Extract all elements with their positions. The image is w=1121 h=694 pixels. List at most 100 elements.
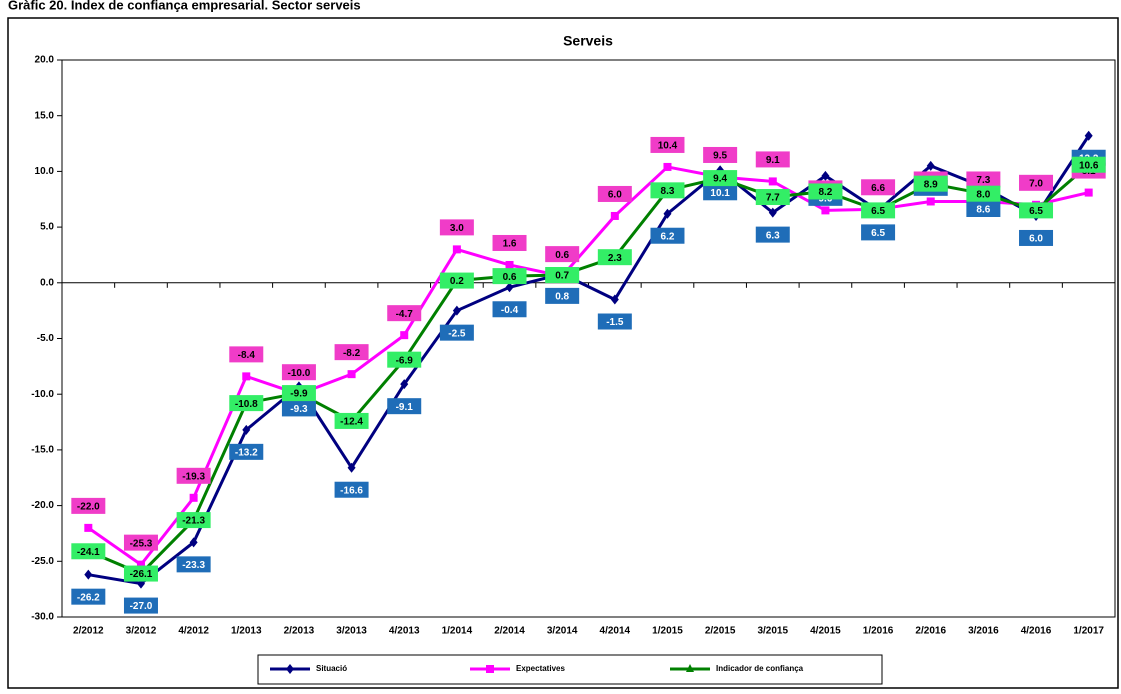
y-tick-label: -25.0 <box>31 556 54 567</box>
data-label: -9.1 <box>396 402 414 413</box>
point <box>242 372 251 381</box>
data-label: -19.3 <box>182 471 205 482</box>
data-label-box <box>176 512 211 529</box>
data-label-box <box>545 267 580 284</box>
data-label-box <box>755 226 790 243</box>
y-tick-label: 5.0 <box>40 222 54 233</box>
plot-area <box>61 59 1116 618</box>
x-tick-label: 1/2014 <box>442 626 473 637</box>
data-label: 6.0 <box>608 190 622 201</box>
data-label-box <box>439 219 474 236</box>
data-label: 10.1 <box>710 188 730 199</box>
data-label-box <box>1071 156 1106 173</box>
data-label: -25.3 <box>130 538 153 549</box>
data-label-box <box>492 301 527 318</box>
x-tick-label: 1/2016 <box>863 626 894 637</box>
data-label: 6.3 <box>766 230 780 241</box>
data-label: -22.0 <box>77 502 100 513</box>
x-tick-label: 2/2015 <box>705 626 736 637</box>
series-line <box>87 165 1090 567</box>
data-label: 8.2 <box>818 187 832 198</box>
data-label: -26.1 <box>130 569 153 580</box>
data-label-box <box>71 497 106 514</box>
data-label: 6.5 <box>1029 206 1043 217</box>
point <box>505 260 514 269</box>
data-label-box <box>966 185 1001 202</box>
point <box>452 245 461 254</box>
data-label: -13.2 <box>235 447 258 458</box>
data-label-box <box>439 324 474 341</box>
data-label-box <box>334 412 369 429</box>
x-tick-label: 3/2016 <box>968 626 999 637</box>
point <box>242 424 251 435</box>
data-label-box <box>492 268 527 285</box>
data-label: 3.0 <box>450 223 464 234</box>
x-tick-label: 1/2017 <box>1073 626 1104 637</box>
point <box>84 523 93 532</box>
x-tick-label: 4/2014 <box>600 626 631 637</box>
data-label-box <box>229 395 264 412</box>
data-label: -9.3 <box>290 404 308 415</box>
data-label: 6.2 <box>661 231 675 242</box>
point <box>768 207 777 218</box>
data-label: 6.0 <box>1029 234 1043 245</box>
legend-label: Situació <box>316 664 347 673</box>
point <box>768 177 777 186</box>
data-label-box <box>123 534 158 551</box>
y-tick-label: 0.0 <box>40 277 54 288</box>
data-label-box <box>1019 174 1054 191</box>
data-label-box <box>966 171 1001 188</box>
data-label-box <box>545 246 580 263</box>
data-label: 0.8 <box>555 292 569 303</box>
data-label-box <box>387 398 422 415</box>
legend-label: Expectatives <box>516 664 565 673</box>
data-label-box <box>545 287 580 304</box>
data-label-box <box>387 305 422 322</box>
series-line <box>87 163 1090 576</box>
data-label-box <box>650 227 685 244</box>
x-tick-label: 1/2013 <box>231 626 262 637</box>
data-label-box <box>861 179 896 196</box>
data-label: -0.4 <box>501 305 519 316</box>
legend <box>257 654 883 685</box>
data-label-box <box>123 565 158 582</box>
data-label-box <box>281 364 316 381</box>
y-tick-label: 15.0 <box>35 110 55 121</box>
y-tick-label: -20.0 <box>31 500 54 511</box>
data-label: 9.4 <box>713 174 727 185</box>
point <box>189 537 198 548</box>
point <box>505 282 514 293</box>
data-label-box <box>439 272 474 289</box>
data-label-box <box>176 556 211 573</box>
data-label: 6.6 <box>871 183 885 194</box>
x-tick-label: 4/2015 <box>810 626 841 637</box>
x-tick-label: 3/2012 <box>126 626 157 637</box>
data-label: -21.3 <box>182 516 205 527</box>
data-label-box <box>281 400 316 417</box>
data-label: 10.4 <box>658 141 678 152</box>
data-label: 8.6 <box>976 205 990 216</box>
data-label: 6.5 <box>871 228 885 239</box>
data-label-box <box>71 588 106 605</box>
legend-label: Indicador de confiança <box>716 664 804 673</box>
x-tick-label: 4/2013 <box>389 626 420 637</box>
data-label: 7.0 <box>1029 178 1043 189</box>
data-label-box <box>861 202 896 219</box>
point <box>663 208 672 219</box>
data-label: 0.2 <box>450 276 464 287</box>
x-tick-label: 2/2013 <box>284 626 315 637</box>
point <box>136 560 145 569</box>
data-label-box <box>123 597 158 614</box>
data-label-box <box>387 351 422 368</box>
data-label: -8.2 <box>343 348 361 359</box>
point <box>821 170 830 181</box>
data-label: 1.6 <box>503 239 517 250</box>
data-label-box <box>334 344 369 361</box>
point <box>1084 130 1093 141</box>
data-label-box <box>650 182 685 199</box>
y-tick-label: -15.0 <box>31 445 54 456</box>
data-label-box <box>597 249 632 266</box>
y-tick-label: 20.0 <box>35 55 55 66</box>
data-label-box <box>966 200 1001 217</box>
